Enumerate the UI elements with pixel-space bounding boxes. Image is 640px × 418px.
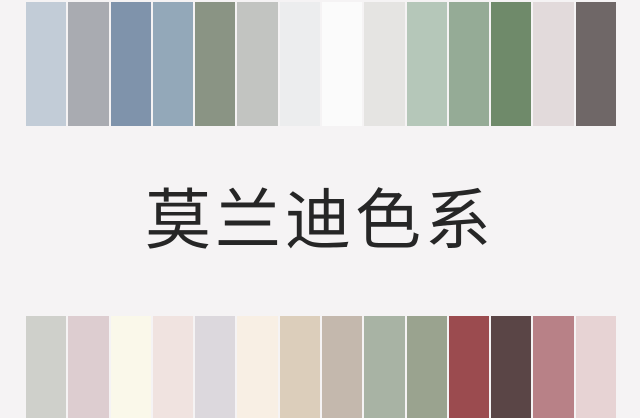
bottom-swatch-pale-rose	[575, 316, 616, 418]
top-swatch-white	[321, 2, 363, 126]
bottom-swatch-blush	[152, 316, 194, 418]
top-swatch-pale-pink-grey	[533, 2, 574, 126]
bottom-swatch-olive-grey	[406, 316, 447, 418]
top-swatch-grey	[68, 2, 109, 126]
top-swatch-strip	[26, 2, 616, 126]
top-swatch-grey-green	[195, 2, 236, 126]
bottom-swatch-sand	[279, 316, 320, 418]
top-swatch-steel-blue-grey	[152, 2, 194, 126]
bottom-swatch-taupe	[321, 316, 363, 418]
bottom-swatch-strip	[26, 316, 616, 418]
page-title: 莫兰迪色系	[145, 182, 495, 259]
top-swatch-olive-green	[491, 2, 532, 126]
bottom-swatch-dusty-rose	[533, 316, 574, 418]
top-swatch-sage-green	[448, 2, 490, 126]
bottom-swatch-cream	[110, 316, 151, 418]
bottom-swatch-lavender-grey	[195, 316, 236, 418]
bottom-swatch-sage-grey	[364, 316, 405, 418]
bottom-swatch-plum-brown	[491, 316, 532, 418]
top-swatch-off-white	[279, 2, 320, 126]
top-swatch-light-grey	[237, 2, 278, 126]
top-swatch-slate-blue	[110, 2, 151, 126]
top-swatch-pale-sage	[406, 2, 447, 126]
title-area: 莫兰迪色系	[0, 126, 640, 316]
bottom-swatch-light-grey	[26, 316, 67, 418]
top-swatch-light-blue-grey	[26, 2, 67, 126]
bottom-swatch-pale-mauve	[68, 316, 109, 418]
bottom-swatch-ivory	[237, 316, 278, 418]
bottom-swatch-brick-red	[448, 316, 490, 418]
top-swatch-dark-taupe	[575, 2, 616, 126]
top-swatch-pale-grey	[364, 2, 405, 126]
